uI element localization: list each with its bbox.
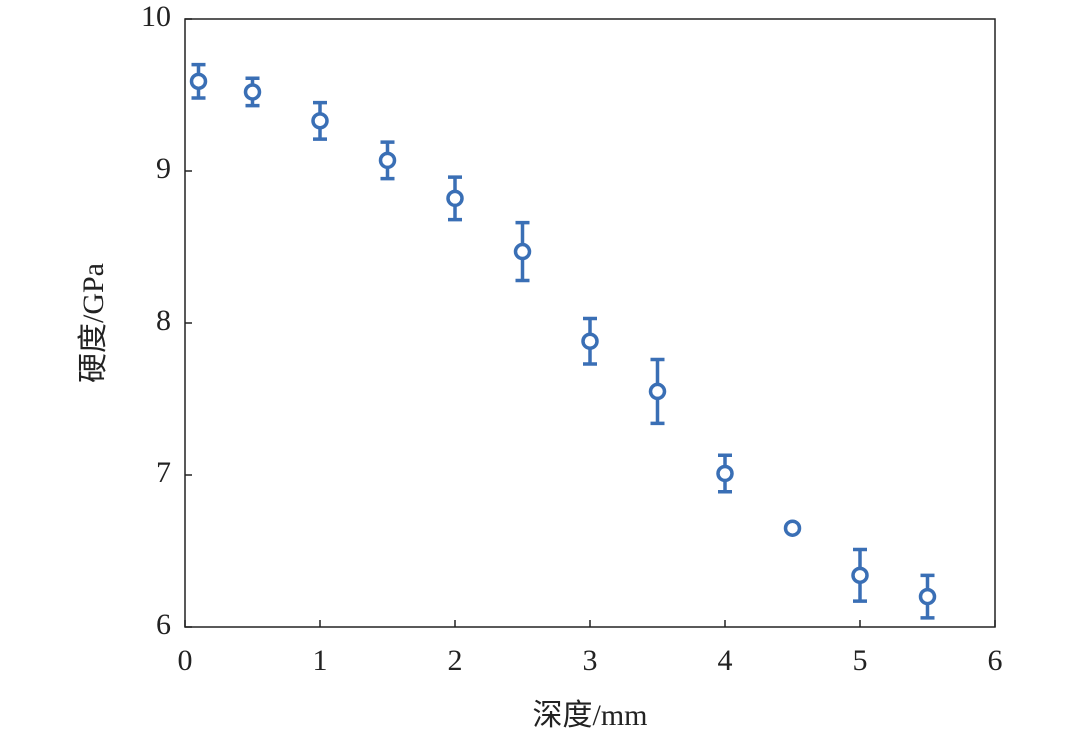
marker [581,332,599,350]
marker [378,151,397,170]
marker [446,189,464,208]
marker [311,112,329,130]
marker [243,83,262,101]
x-tick-label: 3 [583,644,598,677]
x-axis-label: 深度/mm [532,699,647,732]
y-axis-label: 硬度/GPa [77,263,110,383]
marker [851,566,869,585]
x-tick-label: 4 [718,644,733,677]
marker [716,464,734,483]
marker [783,519,802,537]
marker [918,587,937,606]
y-tick-label: 8 [156,304,171,337]
y-tick-label: 7 [156,456,171,489]
x-tick-label: 5 [853,644,868,677]
y-tick-label: 10 [141,0,171,33]
x-tick-label: 2 [448,644,463,677]
x-tick-label: 1 [313,644,328,677]
y-tick-label: 9 [156,152,171,185]
y-tick-label: 6 [156,608,171,641]
marker [648,382,667,401]
x-tick-label: 0 [178,644,193,677]
marker [513,242,532,261]
marker [189,72,208,91]
x-tick-label: 6 [988,644,1003,677]
